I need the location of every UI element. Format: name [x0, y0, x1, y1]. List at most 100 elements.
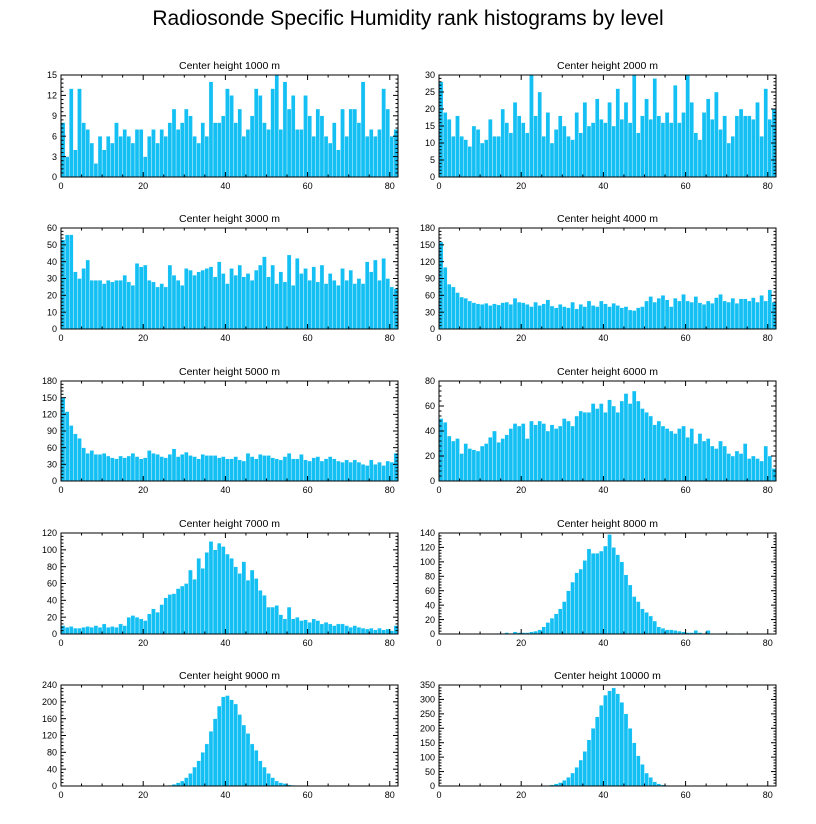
- panel-7-bar: [262, 595, 267, 635]
- panel-9-bar: [253, 750, 259, 787]
- panel-6-bar: [668, 430, 674, 482]
- panel-5-bar: [184, 451, 189, 482]
- panel-3-bar: [319, 264, 325, 330]
- panel-10-x-tick-label: 0: [436, 790, 441, 800]
- panel-10-bar: [590, 728, 596, 787]
- panel-7-bar: [216, 542, 222, 635]
- panel-10-y-tick-label: 150: [420, 738, 435, 748]
- panel-5-bar: [295, 458, 300, 482]
- panel-10-bar: [623, 713, 629, 787]
- panel-2-bar: [697, 139, 703, 178]
- panel-5-bar: [311, 457, 316, 482]
- panel-1-bar: [138, 129, 144, 178]
- panel-8-y-tick-label: 0: [430, 629, 435, 639]
- panel-3-y-tick-label: 20: [47, 291, 57, 301]
- panel-8-bar: [640, 608, 645, 635]
- panel-6-bar: [619, 400, 625, 482]
- panel-1-bar: [278, 129, 284, 178]
- panel-9-bar: [204, 743, 210, 787]
- panel-3-bar: [336, 285, 341, 330]
- panel-7-bar: [200, 568, 206, 635]
- panel-2-bar: [689, 102, 694, 178]
- panel-3-bar: [147, 280, 152, 330]
- panel-10-bar: [627, 728, 633, 787]
- panel-7-bar: [225, 553, 230, 635]
- panel-2-bar: [521, 122, 526, 178]
- panel-4-y-tick-label: 30: [425, 307, 435, 317]
- panel-3-title: Center height 3000 m: [179, 213, 280, 225]
- panel-3-bar: [69, 234, 74, 330]
- panel-4-bar: [599, 300, 604, 330]
- panel-4-bar: [611, 303, 616, 330]
- panel-8-x-tick-label: 80: [763, 638, 773, 648]
- panel-7-bar: [81, 627, 86, 635]
- panel-6-bar: [607, 399, 612, 482]
- panel-1-bar: [175, 129, 181, 178]
- panel-3-bar: [286, 254, 292, 330]
- panel-5-bar: [163, 457, 169, 482]
- panel-7-bar: [64, 627, 70, 635]
- panel-7-bar: [212, 549, 218, 635]
- panel-2-bar: [500, 108, 505, 178]
- panel-4-bar: [738, 298, 744, 330]
- panel-8-bar: [553, 613, 559, 635]
- panel-8-bar: [656, 626, 662, 635]
- panel-6-bar: [594, 408, 600, 482]
- panel-2-bar: [673, 85, 678, 178]
- panel-3-bar: [175, 280, 181, 330]
- panel-5-y-tick-label: 90: [47, 426, 57, 436]
- panel-5-bar: [348, 461, 353, 482]
- panel-7-bar: [180, 585, 185, 635]
- panel-10-bar: [570, 772, 575, 787]
- panel-6-x-tick-label: 60: [681, 485, 691, 495]
- panel-7-bar: [229, 558, 234, 635]
- panel-1-bar: [344, 136, 349, 178]
- panel-8-bar: [607, 534, 612, 635]
- panel-4-bar: [640, 306, 645, 330]
- panel-1-bar: [258, 95, 263, 178]
- panel-2-bar: [471, 125, 477, 178]
- panel-2-bar: [718, 129, 723, 178]
- panel-2-bar: [611, 125, 616, 178]
- panel-6-bar: [677, 428, 682, 482]
- panel-6-bar: [652, 424, 657, 482]
- panel-6-bar: [475, 450, 481, 482]
- panel-2-bar: [742, 115, 748, 178]
- panel-6-bar: [644, 412, 649, 482]
- panel-1-bar: [332, 122, 337, 178]
- panel-9-y-tick-label: 200: [42, 697, 57, 707]
- panel-2-bar: [459, 136, 464, 178]
- panel-8-bar: [636, 601, 641, 635]
- panel-5-bar: [270, 457, 275, 482]
- panel-6-bar: [705, 438, 711, 482]
- panel-2-bar: [730, 136, 736, 178]
- panel-5-x-tick-label: 0: [58, 485, 63, 495]
- panel-2-x-tick-label: 0: [436, 181, 441, 191]
- panel-7-bar: [360, 627, 366, 635]
- panel-9-y-tick-label: 240: [42, 680, 57, 690]
- panel-8-bar: [652, 620, 657, 635]
- panel-4-x-tick-label: 60: [681, 333, 691, 343]
- panel-1-bar: [245, 129, 251, 178]
- panel-2-y-tick-label: 10: [425, 138, 435, 148]
- panel-3-bar: [274, 283, 279, 330]
- panel-3-bar: [323, 283, 329, 330]
- panel-5-bar: [307, 460, 312, 482]
- panel-5-bar: [221, 456, 226, 482]
- panel-7-bar: [336, 623, 341, 635]
- panel-4-x-tick-label: 40: [598, 333, 608, 343]
- panel-1-bar: [340, 108, 345, 178]
- panel-1-bar: [192, 136, 197, 178]
- panel-3-bar: [249, 280, 255, 330]
- panel-2-bar: [677, 122, 682, 178]
- panel-4-bar: [681, 294, 686, 330]
- panel-5-bar: [278, 459, 284, 482]
- panel-10-bar: [619, 702, 625, 787]
- panel-1-bar: [73, 149, 78, 178]
- panel-5-bar: [258, 454, 263, 482]
- panel-4-bar: [492, 303, 497, 330]
- panel-5-bar: [118, 455, 123, 482]
- panel-6-bar: [771, 468, 777, 482]
- panel-10-bar: [603, 694, 608, 787]
- panel-1-bar: [385, 108, 390, 178]
